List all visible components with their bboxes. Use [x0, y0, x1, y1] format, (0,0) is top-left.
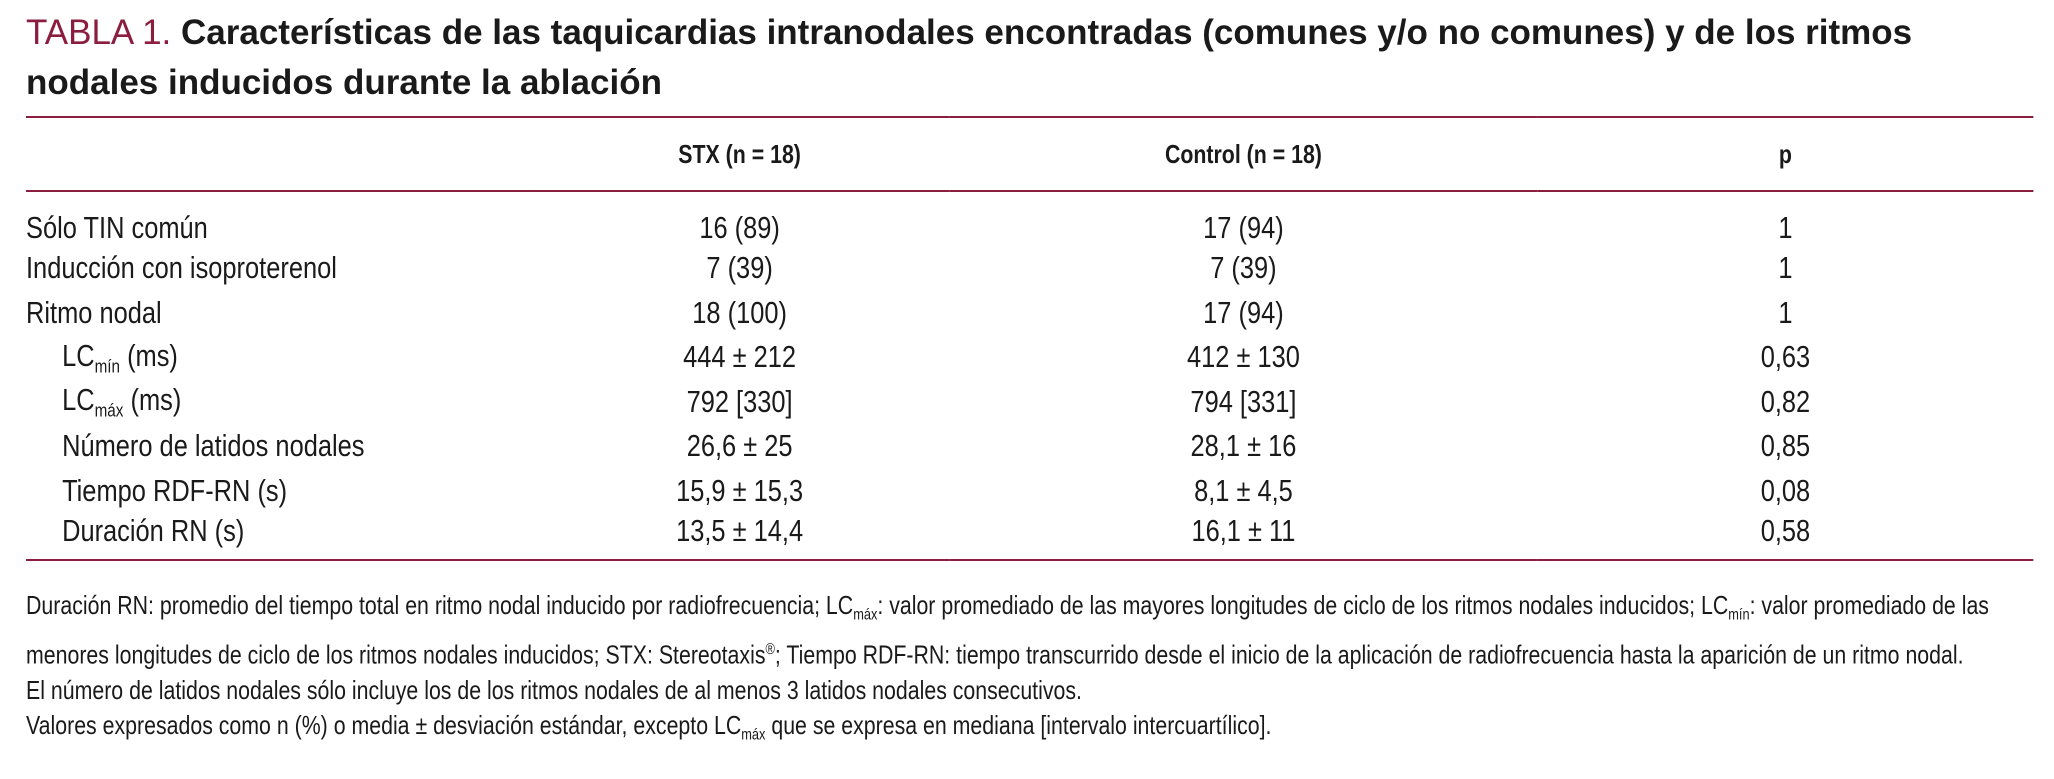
- table-row: Sólo TIN común 16 (89) 17 (94) 1: [26, 191, 2033, 246]
- table-cell: 26,6 ± 25: [686, 428, 793, 464]
- table-cell: 0,82: [1760, 383, 1811, 419]
- table-row: Número de latidos nodales 26,6 ± 25 28,1 ±…: [26, 424, 2033, 469]
- table-cell: 7 (39): [1210, 250, 1277, 286]
- label-subscript: máx: [94, 399, 124, 421]
- table-cell: 8,1 ± 4,5: [1194, 472, 1293, 508]
- table-wrap: STX (n = 18) Control (n = 18) p Sólo TIN c…: [26, 116, 2034, 561]
- label-suffix: (ms): [130, 382, 182, 417]
- label-text: Número de latidos nodales: [62, 428, 365, 464]
- table-title: TABLA 1. Características de las taquicar…: [26, 8, 2026, 108]
- table-head: STX (n = 18) Control (n = 18) p: [26, 117, 2034, 191]
- row-label: Ritmo nodal: [26, 291, 530, 336]
- label-text: Inducción con isoproterenol: [26, 250, 337, 286]
- column-header: Control (n = 18): [1164, 138, 1322, 169]
- table-cell: 412 ± 130: [1186, 339, 1300, 375]
- table-cell: 792 [330]: [686, 383, 793, 419]
- label-text: LC: [62, 382, 95, 417]
- table: STX (n = 18) Control (n = 18) p Sólo TIN c…: [26, 116, 2034, 561]
- table-cell: 17 (94): [1203, 210, 1284, 245]
- header-cell: [26, 117, 530, 191]
- footnote-subscript: mín: [1728, 606, 1750, 624]
- table-cell: 444 ± 212: [683, 339, 797, 375]
- table-cell: 0,85: [1760, 428, 1811, 464]
- table-cell: 16,1 ± 11: [1191, 513, 1296, 548]
- row-label: LCmáx (ms): [26, 380, 530, 425]
- table-cell: 18 (100): [692, 294, 787, 330]
- label-text: Sólo TIN común: [26, 210, 208, 245]
- table-row: Inducción con isoproterenol 7 (39) 7 (39) 1: [26, 246, 2033, 291]
- column-header: STX (n = 18): [678, 138, 801, 169]
- footnote-subscript: máx: [853, 606, 878, 624]
- table-cell: 16 (89): [699, 210, 780, 245]
- footnote-text: Valores expresados como n (%) o media ± …: [26, 710, 742, 741]
- label-subscript: mín: [94, 355, 121, 376]
- footnote-subscript: máx: [741, 726, 766, 744]
- table-cell: 794 [331]: [1190, 383, 1297, 419]
- row-label: LCmín (ms): [26, 335, 530, 380]
- footnote: El número de latidos nodales sólo incluy…: [26, 673, 2033, 708]
- footnote-text: : valor promediado de las mayores longit…: [877, 590, 1729, 620]
- row-label: Sólo TIN común: [26, 191, 530, 246]
- table-row: Tiempo RDF-RN (s) 15,9 ± 15,3 8,1 ± 4,5 0,0…: [26, 469, 2033, 514]
- footnote: Duración RN: promedio del tiempo total e…: [26, 588, 2033, 673]
- footnotes: Duración RN: promedio del tiempo total e…: [26, 588, 2033, 753]
- footnote-text: Duración RN: promedio del tiempo total e…: [26, 590, 854, 620]
- header-row: STX (n = 18) Control (n = 18) p: [26, 117, 2034, 191]
- table-cell: 1: [1778, 210, 1793, 245]
- row-label: Tiempo RDF-RN (s): [26, 469, 530, 514]
- table-body: Sólo TIN común 16 (89) 17 (94) 1 Inducción c…: [26, 191, 2034, 560]
- table-cell: 0,63: [1760, 339, 1811, 375]
- table-cell: 15,9 ± 15,3: [676, 472, 804, 508]
- label-text: LC: [62, 337, 95, 373]
- footnote-superscript: ®: [765, 641, 775, 659]
- column-header: p: [1778, 138, 1792, 169]
- label-text: Ritmo nodal: [26, 294, 162, 330]
- table-cell: 0,08: [1760, 472, 1811, 508]
- footnote-text: El número de latidos nodales sólo incluy…: [26, 675, 1082, 706]
- footnote-text: ; Tiempo RDF-RN: tiempo transcurrido des…: [774, 640, 1964, 671]
- footnote-text: : valor promediado de las menores longit…: [26, 590, 1989, 671]
- table-row: Duración RN (s) 13,5 ± 14,4 16,1 ± 11 0,58: [26, 513, 2033, 560]
- label-text: Duración RN (s): [62, 513, 245, 548]
- table-cell: 0,58: [1760, 513, 1811, 548]
- table-cell: 28,1 ± 16: [1190, 428, 1297, 464]
- table-cell: 1: [1778, 250, 1793, 286]
- table-row: LCmáx (ms) 792 [330] 794 [331] 0,82: [26, 380, 2033, 425]
- table-cell: 13,5 ± 14,4: [676, 513, 804, 548]
- footnote: Valores expresados como n (%) o media ± …: [26, 708, 2033, 752]
- table-row: Ritmo nodal 18 (100) 17 (94) 1: [26, 291, 2033, 336]
- row-label: Inducción con isoproterenol: [26, 246, 530, 291]
- table-cell: 7 (39): [706, 250, 773, 286]
- label-suffix: (ms): [127, 337, 178, 373]
- row-label: Número de latidos nodales: [26, 424, 530, 469]
- label-text: Tiempo RDF-RN (s): [62, 472, 288, 508]
- footnote-text: que se expresa en mediana [intervalo int…: [765, 710, 1272, 741]
- title-label: TABLA 1.: [26, 13, 172, 52]
- table-cell: 1: [1778, 294, 1793, 330]
- title-text: Características de las taquicardias intr…: [26, 13, 1913, 102]
- table-row: LCmín (ms) 444 ± 212 412 ± 130 0,63: [26, 335, 2033, 380]
- table-cell: 17 (94): [1203, 294, 1284, 330]
- row-label: Duración RN (s): [26, 513, 530, 560]
